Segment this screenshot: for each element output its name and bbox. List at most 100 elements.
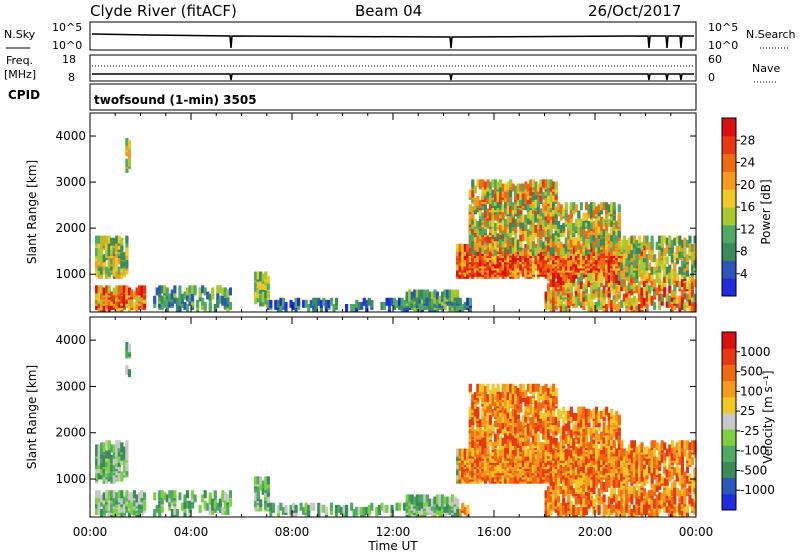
echo-cell [625,289,629,298]
echo-cell [483,417,488,426]
echo-cell [491,245,495,254]
echo-cell [494,387,498,396]
echo-cell [592,202,596,211]
echo-cell [491,208,495,217]
echo-cell [685,281,690,290]
echo-cell [514,406,518,415]
echo-cell [569,252,573,261]
echo-cell [607,241,611,250]
echo-cell [536,406,541,415]
echo-cell [446,496,450,505]
echo-cell [117,256,121,265]
echo-cell [524,233,528,242]
echo-cell [473,442,477,451]
echo-cell [254,271,258,280]
echo-cell [97,444,101,453]
echo-cell [499,179,503,188]
echo-cell [602,285,606,294]
echo-cell [589,291,594,300]
echo-cell [569,239,573,248]
echo-cell [617,229,621,238]
echo-cell [504,394,508,403]
echo-cell [554,227,558,236]
echo-cell [473,408,477,417]
echo-cell [549,220,553,229]
echo-cell [264,281,268,290]
echo-cell [541,392,546,401]
echo-cell [261,281,265,290]
echo-cell [468,406,472,415]
echo-cell [640,258,644,267]
echo-cell [506,431,510,440]
echo-cell [420,506,424,515]
echo-cell [630,471,634,480]
echo-cell [574,423,578,432]
echo-cell [579,227,583,236]
echo-cell [693,252,697,261]
echo-cell [163,285,167,294]
echo-cell [153,492,157,501]
echo-cell [554,465,558,474]
echo-cell [494,392,498,401]
echo-cell [511,450,515,459]
echo-cell [607,260,611,269]
echo-cell [127,509,131,517]
echo-cell [112,450,116,459]
echo-cell [587,465,591,474]
echo-cell [637,448,642,457]
echo-cell [531,396,535,405]
echo-cell [259,281,263,290]
echo-cell [577,218,581,227]
echo-cell [668,295,672,304]
echo-cell [506,254,510,263]
echo-cell [572,222,576,231]
echo-cell [536,400,541,409]
echo-cell [539,185,543,194]
echo-cell [660,297,664,306]
echo-cell [496,392,500,401]
echo-cell [564,256,568,265]
echo-cell [483,385,488,394]
echo-cell [688,274,692,283]
echo-cell [516,198,520,207]
echo-cell [602,295,606,304]
echo-cell [584,408,589,417]
echo-cell [549,396,553,405]
echo-cell [584,231,589,240]
echo-cell [557,208,561,217]
echo-cell [458,301,462,310]
echo-cell [683,279,687,288]
y-tick-label: 4000 [55,129,86,143]
echo-cell [117,459,121,467]
echo-cell [352,304,356,312]
echo-cell [557,202,561,211]
echo-cell [312,297,316,306]
echo-cell [549,444,553,453]
echo-cell [428,299,432,308]
echo-cell [95,301,99,310]
echo-cell [589,243,594,252]
echo-cell [592,281,596,290]
echo-cell [526,183,530,192]
echo-cell [115,258,119,267]
echo-cell [536,390,541,399]
echo-cell [183,301,187,310]
echo-cell [617,448,621,457]
echo-cell [160,490,164,499]
echo-cell [567,448,571,457]
echo-cell [587,210,591,219]
echo-cell [410,295,414,304]
echo-cell [511,459,515,467]
echo-cell [420,295,424,304]
echo-cell [453,301,457,310]
echo-cell [673,301,677,310]
echo-cell [549,289,553,298]
echo-cell [481,237,485,246]
echo-cell [648,272,652,281]
echo-cell [342,504,346,513]
echo-cell [481,383,485,392]
echo-cell [481,227,485,236]
echo-cell [658,277,662,286]
echo-cell [612,301,616,310]
